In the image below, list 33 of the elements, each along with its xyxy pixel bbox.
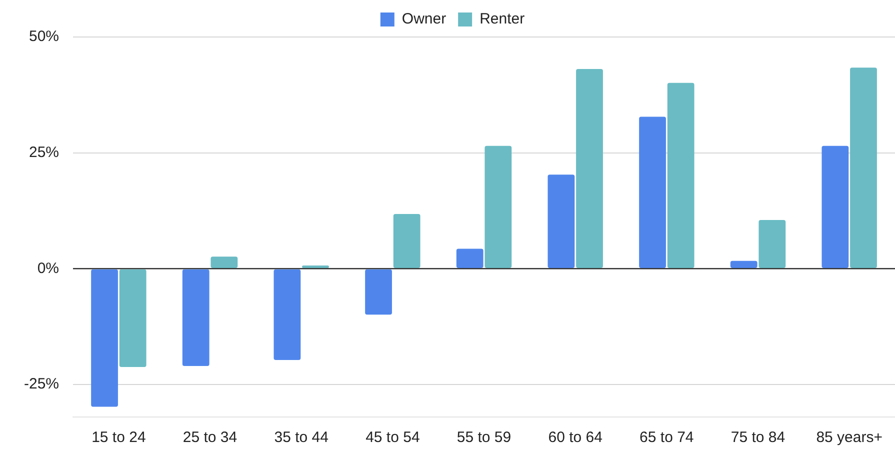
x-tick-label: 60 to 64 xyxy=(548,429,602,446)
bar xyxy=(119,269,146,367)
bar xyxy=(758,220,786,268)
bar xyxy=(393,214,420,268)
bar xyxy=(210,256,238,268)
bar xyxy=(484,146,512,268)
legend-label: Owner xyxy=(402,10,446,28)
legend-label: Renter xyxy=(480,10,525,28)
bar xyxy=(91,269,118,407)
x-tick-label: 25 to 34 xyxy=(182,429,238,446)
y-tick-label: 25% xyxy=(28,144,60,161)
x-tick-label: 55 to 59 xyxy=(456,429,512,446)
x-tick-label: 35 to 44 xyxy=(274,429,328,446)
bar xyxy=(576,68,603,268)
x-tick-label: 75 to 84 xyxy=(730,429,786,446)
bar xyxy=(182,269,210,366)
x-tick-label: 45 to 54 xyxy=(366,429,420,446)
bar xyxy=(274,269,301,360)
bar xyxy=(667,82,694,268)
bar xyxy=(548,174,575,268)
bar xyxy=(365,269,392,315)
bar xyxy=(730,260,758,268)
bar xyxy=(850,68,877,268)
y-tick-label: 50% xyxy=(28,28,60,46)
x-tick-label: 65 to 74 xyxy=(640,429,694,446)
bar xyxy=(639,116,666,268)
x-tick-label: 15 to 24 xyxy=(92,429,146,446)
y-tick-label: 0% xyxy=(37,260,60,277)
y-tick-label: -25% xyxy=(24,376,60,393)
bar xyxy=(302,265,329,268)
bar xyxy=(456,248,484,268)
bar xyxy=(822,146,849,268)
x-tick-label: 85 years+ xyxy=(816,429,883,446)
